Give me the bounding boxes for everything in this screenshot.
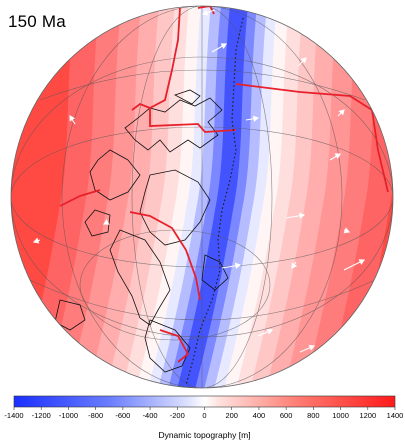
colorbar-tick-label: -1000 — [59, 411, 78, 420]
velocity-arrow-head — [220, 43, 227, 49]
dynamic-topography-field — [11, 6, 393, 388]
colorbar-tick-label: 1400 — [387, 411, 404, 420]
velocity-arrow-head — [298, 212, 306, 219]
colorbar-tick-label: -1400 — [4, 411, 23, 420]
velocity-arrow-head — [69, 115, 76, 122]
globe — [10, 5, 394, 389]
velocity-arrow-head — [343, 227, 351, 234]
velocity-arrow-head — [300, 57, 307, 64]
colorbar-tick-label: 0 — [202, 411, 206, 420]
velocity-arrow-head — [32, 237, 40, 244]
velocity-arrow-head — [102, 219, 110, 225]
colorbar: -1400 -1200 -1000 -800 -600 -400 -200 0 200 400 60… — [4, 395, 403, 440]
colorbar-tick-label: 400 — [253, 411, 266, 420]
topography-band — [173, 6, 249, 388]
graticule — [11, 6, 393, 388]
velocity-arrow-head — [234, 262, 242, 269]
velocity-arrow-head — [291, 262, 298, 269]
colorbar-title: Dynamic topography [m] — [158, 430, 250, 440]
velocity-arrow-head — [278, 15, 286, 22]
colorbar-tick-label: 600 — [280, 411, 293, 420]
velocity-arrow-head — [338, 109, 345, 116]
colorbar-gradient — [13, 395, 396, 408]
coastlines — [54, 89, 229, 373]
colorbar-tick-label: -1200 — [32, 411, 51, 420]
colorbar-tick-label: 1200 — [359, 411, 376, 420]
colorbar-tick-label: 1000 — [332, 411, 349, 420]
plate-boundaries — [59, 6, 389, 363]
colorbar-tick-label: -200 — [170, 411, 185, 420]
velocity-arrow — [279, 16, 299, 23]
colorbar-tick-label: 200 — [225, 411, 238, 420]
colorbar-tick-label: -800 — [88, 411, 103, 420]
velocity-arrow-head — [334, 153, 341, 160]
colorbar-tick-label: -600 — [115, 411, 130, 420]
velocity-arrow-head — [358, 259, 366, 265]
colorbar-tick-label: -400 — [143, 411, 158, 420]
velocity-arrow-head — [266, 328, 274, 335]
colorbar-ticks: -1400 -1200 -1000 -800 -600 -400 -200 0 200 400 60… — [4, 407, 403, 420]
globe-outline — [10, 5, 394, 389]
velocity-arrow-head — [308, 344, 316, 351]
velocity-arrow-head — [252, 115, 260, 122]
velocity-arrow-head — [201, 9, 209, 16]
age-label: 150 Ma — [8, 12, 66, 31]
colorbar-tick-label: 800 — [307, 411, 320, 420]
